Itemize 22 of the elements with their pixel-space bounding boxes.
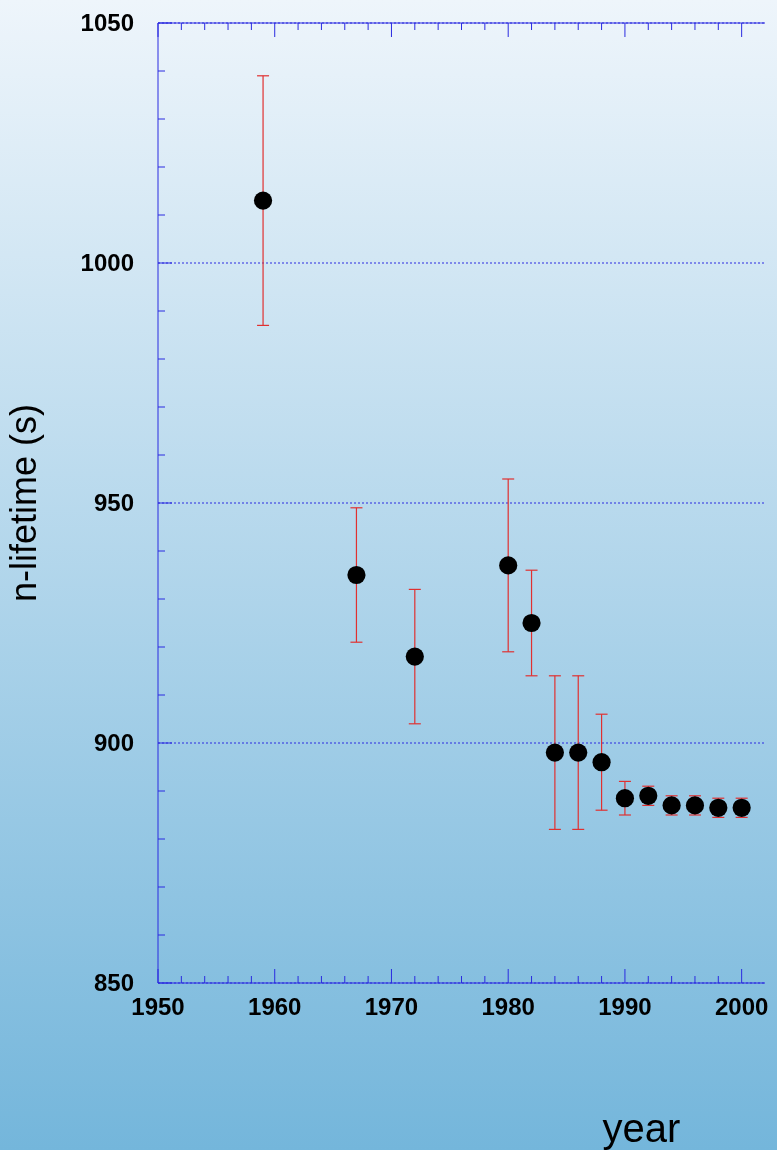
x-tick-label: 1990: [598, 993, 652, 1020]
point: [545, 743, 564, 762]
point: [405, 647, 424, 666]
y-tick-label: 850: [93, 969, 134, 996]
y-tick-label: 950: [93, 489, 134, 516]
y-tick-label: 900: [93, 729, 134, 756]
x-tick-label: 1970: [364, 993, 419, 1020]
y-axis-title: n-lifetime (s): [3, 403, 44, 603]
x-tick-label: 2000: [714, 993, 769, 1020]
x-tick-label: 1960: [248, 993, 302, 1020]
x-tick-label: 1980: [481, 993, 535, 1020]
point: [499, 556, 518, 575]
point: [253, 191, 273, 210]
point: [615, 789, 635, 808]
point: [347, 565, 366, 585]
y-tick-label: 1000: [80, 249, 134, 276]
x-axis-title: year: [602, 1106, 681, 1150]
y-tick-label: 1050: [80, 9, 134, 36]
point: [592, 753, 611, 772]
point: [522, 613, 541, 633]
x-tick-label: 1950: [131, 993, 185, 1020]
point: [569, 743, 588, 762]
